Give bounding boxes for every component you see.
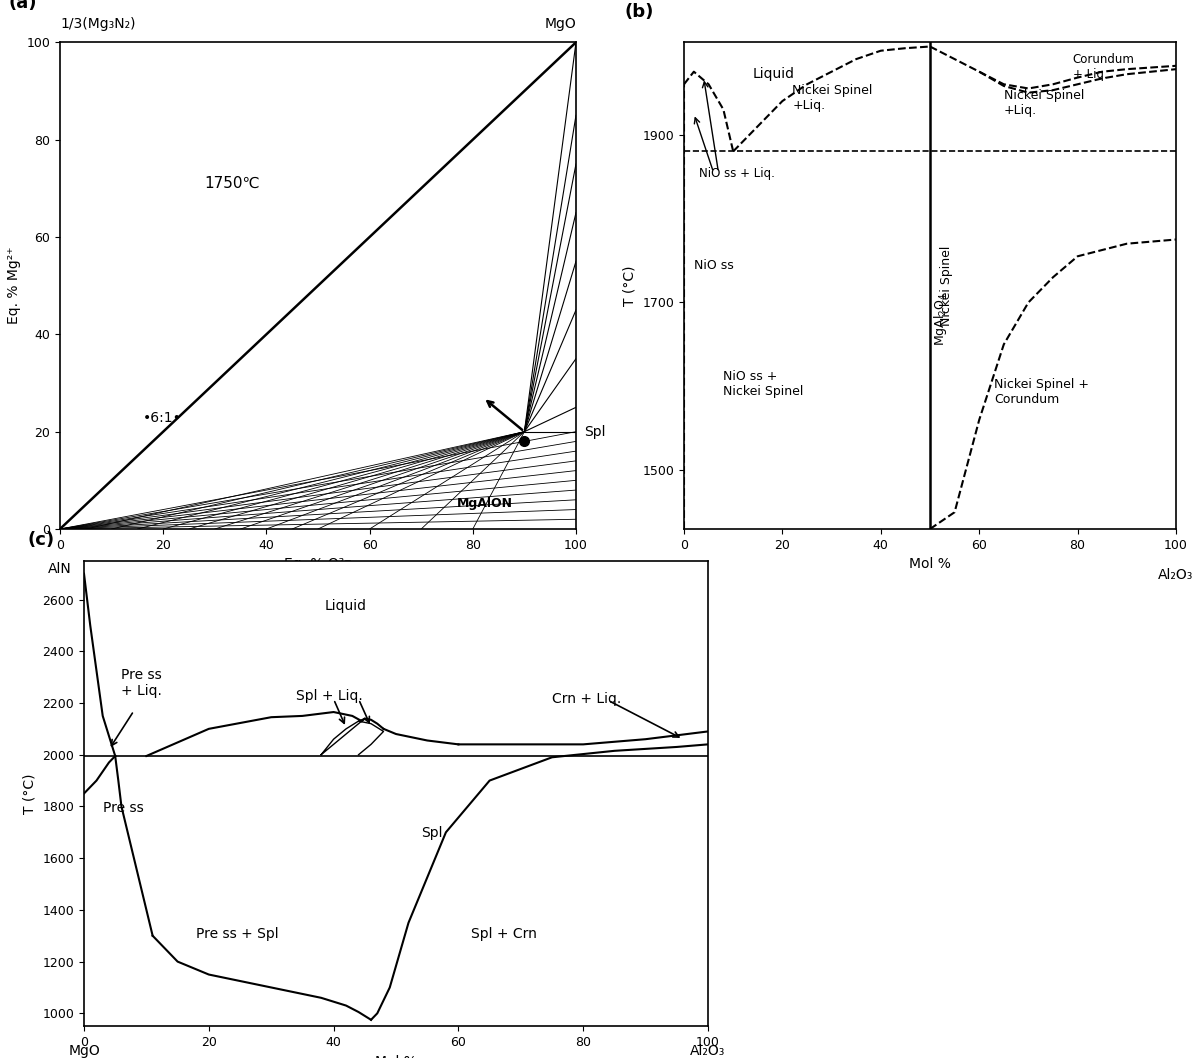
Y-axis label: Eq. % Mg²⁺: Eq. % Mg²⁺ [7,247,20,325]
Y-axis label: T (°C): T (°C) [23,773,37,814]
Text: Al₂O₃: Al₂O₃ [1158,568,1194,582]
X-axis label: Eq. % O²⁻: Eq. % O²⁻ [284,558,352,571]
Text: Spl + Crn: Spl + Crn [470,927,536,942]
Text: 1/3(Mg₃N₂): 1/3(Mg₃N₂) [60,17,136,31]
Text: Pre ss
+ Liq.: Pre ss + Liq. [121,668,162,698]
Text: •6:1•: •6:1• [143,411,181,425]
Text: MgAlON: MgAlON [457,497,514,510]
Text: Pre ss: Pre ss [103,801,144,815]
Text: Crn + Liq.: Crn + Liq. [552,692,622,706]
Text: MgO: MgO [68,1043,100,1058]
X-axis label: Mol %: Mol % [910,558,950,571]
Text: NiO ss: NiO ss [694,259,733,272]
Text: Spl + Liq.: Spl + Liq. [296,690,362,704]
Text: Liquid: Liquid [325,599,367,613]
Text: Nickei Spinel: Nickei Spinel [940,245,953,326]
Text: AlN: AlN [48,562,72,576]
Text: (b): (b) [625,3,654,21]
Text: Nickei Spinel +
Corundum: Nickei Spinel + Corundum [994,378,1088,406]
Text: Spl: Spl [583,424,605,439]
Text: 1/2(Al₂O₃): 1/2(Al₂O₃) [541,562,611,576]
Text: Liquid: Liquid [752,67,794,80]
Text: 1750℃: 1750℃ [204,177,260,191]
X-axis label: Mol %: Mol % [376,1055,416,1058]
Y-axis label: T (°C): T (°C) [623,266,637,306]
Text: Nickei Spinel
+Liq.: Nickei Spinel +Liq. [792,85,872,112]
Text: (c): (c) [28,531,55,549]
Text: Corundum
+ Liq.: Corundum + Liq. [1073,53,1134,80]
Text: NiO ss + Liq.: NiO ss + Liq. [698,166,775,180]
Text: MgAl$_2$O$_4$: MgAl$_2$O$_4$ [932,292,949,346]
Text: Nickei Spinel
+Liq.: Nickei Spinel +Liq. [1003,89,1084,116]
Text: MgO: MgO [545,17,576,31]
Text: Spl: Spl [421,826,443,840]
Text: Pre ss + Spl: Pre ss + Spl [197,927,278,942]
Text: Al₂O₃: Al₂O₃ [690,1043,726,1058]
Text: NiO ss +
Nickei Spinel: NiO ss + Nickei Spinel [724,369,804,398]
Text: (a): (a) [8,0,37,13]
Text: NiO: NiO [672,568,696,582]
